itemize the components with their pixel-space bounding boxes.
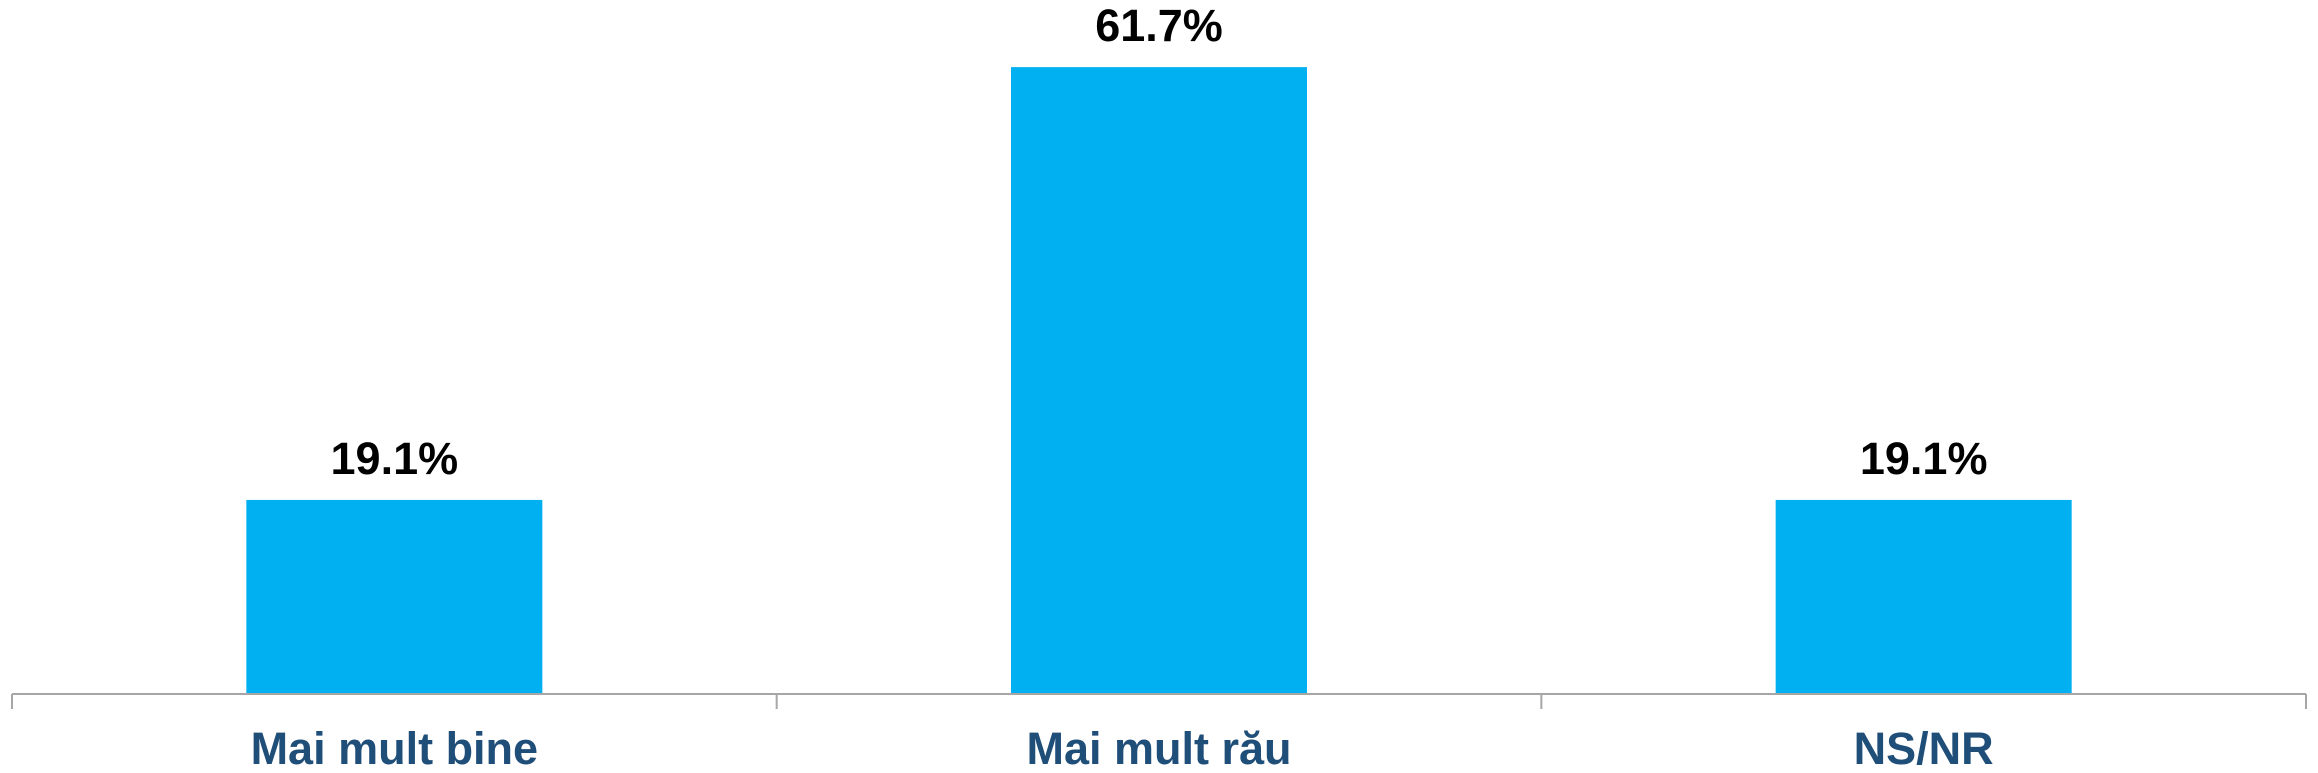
bar: [246, 499, 543, 694]
x-tick-label: Mai mult bine: [251, 723, 539, 773]
value-label: 19.1%: [1860, 433, 1988, 484]
bar: [1011, 67, 1307, 695]
x-tick-label: NS/NR: [1854, 723, 1994, 773]
value-label: 19.1%: [331, 433, 459, 484]
value-label: 61.7%: [1095, 0, 1223, 51]
x-tick-label: Mai mult rău: [1026, 723, 1291, 773]
bar: [1775, 499, 2072, 694]
